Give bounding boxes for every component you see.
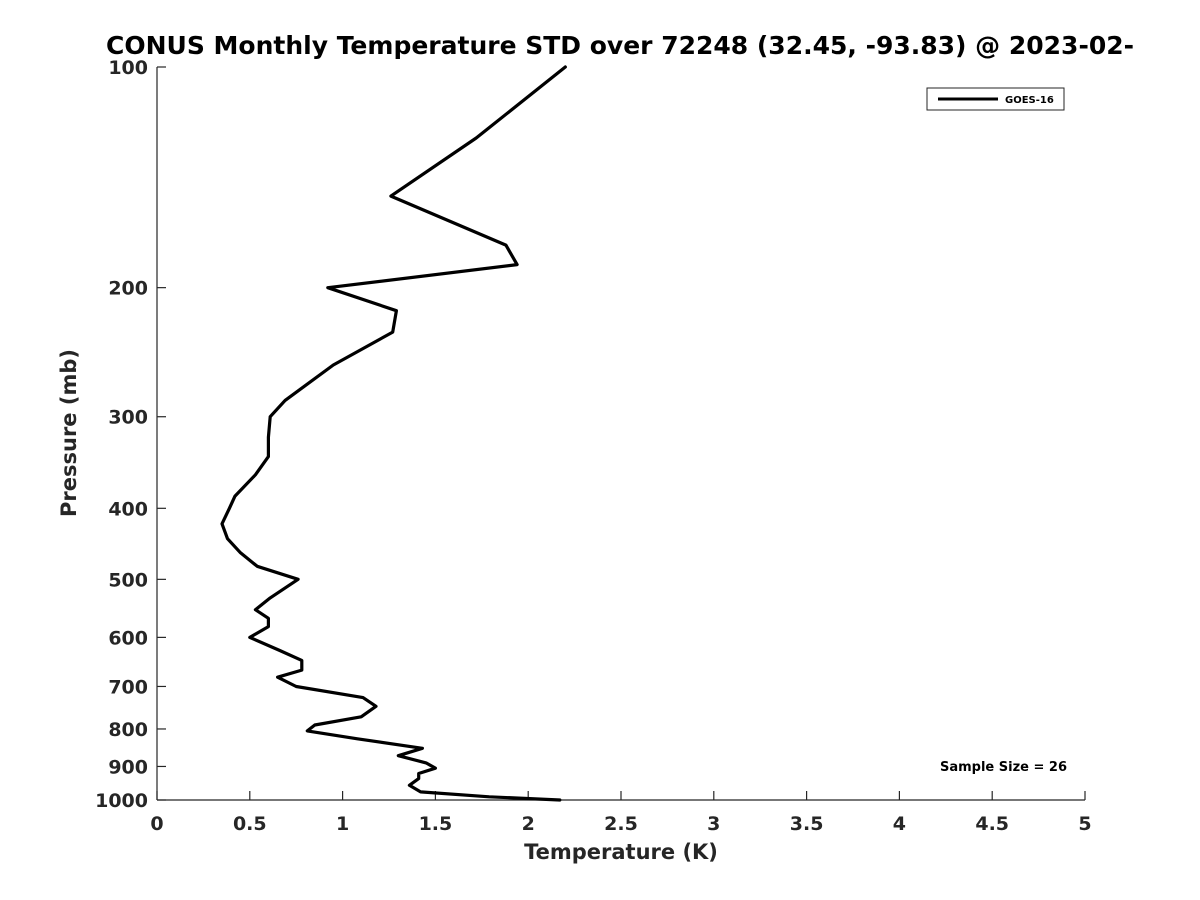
series-line-goes-16 [220, 65, 567, 802]
x-axis-label: Temperature (K) [524, 840, 718, 864]
x-tick-label: 4.5 [975, 813, 1009, 835]
y-axis-label: Pressure (mb) [57, 349, 81, 517]
y-axis-ticks: 100 200 300 400 500 600 700 800 900 1000 [95, 57, 166, 812]
y-tick-label: 600 [108, 627, 148, 649]
y-tick-label: 500 [108, 569, 148, 591]
chart-title: CONUS Monthly Temperature STD over 72248… [106, 31, 1134, 60]
y-tick-label: 200 [108, 278, 148, 300]
y-tick-label: 700 [108, 676, 148, 698]
x-tick-label: 3 [707, 813, 720, 835]
x-tick-label: 2.5 [604, 813, 638, 835]
x-tick-label: 3.5 [790, 813, 824, 835]
y-tick-label: 300 [108, 407, 148, 429]
sample-size-annotation: Sample Size = 26 [940, 760, 1067, 775]
x-tick-label: 0 [150, 813, 163, 835]
x-tick-label: 1.5 [419, 813, 453, 835]
legend: GOES-16 [926, 87, 1065, 111]
y-tick-label: 1000 [95, 790, 148, 812]
y-tick-label: 400 [108, 498, 148, 520]
legend-label-goes-16: GOES-16 [1005, 95, 1054, 106]
series-layer [220, 65, 567, 802]
x-tick-label: 2 [522, 813, 535, 835]
y-tick-label: 900 [108, 756, 148, 778]
x-tick-label: 0.5 [233, 813, 267, 835]
x-tick-label: 1 [336, 813, 349, 835]
x-tick-label: 5 [1078, 813, 1091, 835]
y-tick-label: 800 [108, 719, 148, 741]
y-tick-label: 100 [108, 57, 148, 79]
x-axis-ticks: 0 0.5 1 1.5 2 2.5 3 3.5 4 4.5 5 [150, 791, 1092, 835]
x-tick-label: 4 [893, 813, 906, 835]
